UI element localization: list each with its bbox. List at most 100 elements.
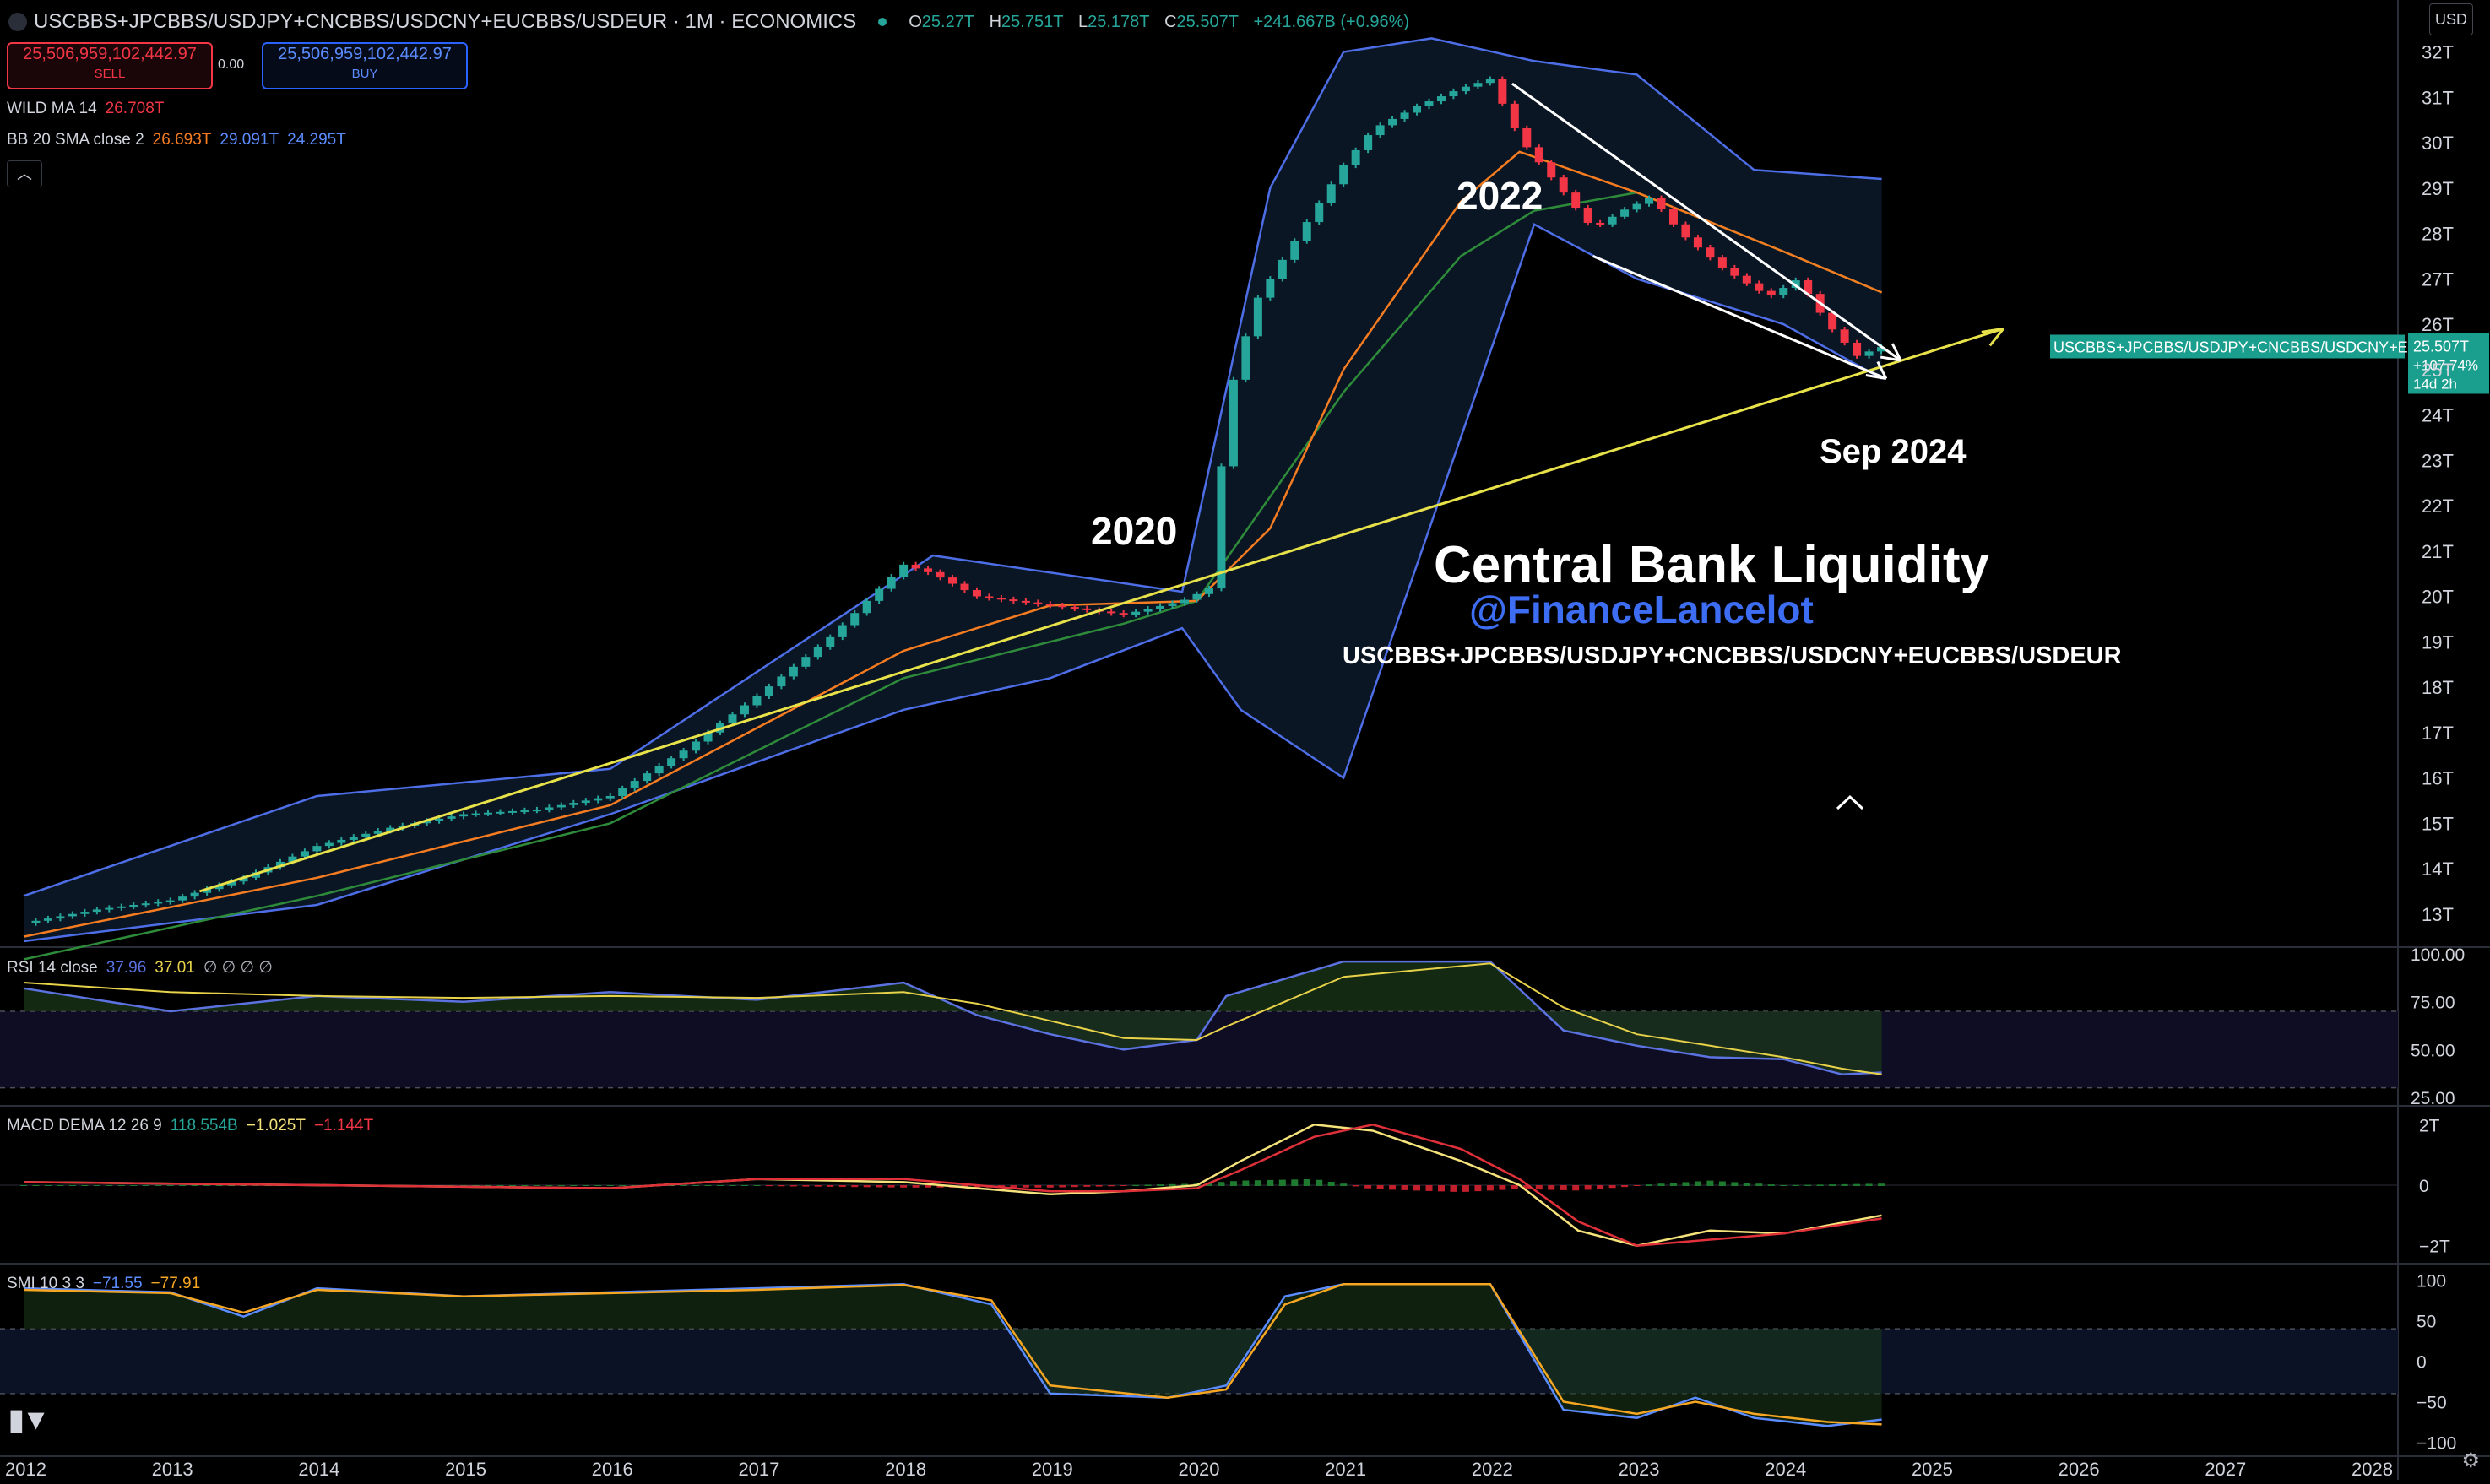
macd-histogram-bar — [166, 1185, 174, 1186]
macd-histogram-bar — [155, 1185, 162, 1186]
candle-body — [618, 788, 627, 796]
macd-histogram-bar — [1804, 1184, 1812, 1186]
macd-signal-line — [23, 1124, 1882, 1247]
price-tick-label: 21T — [2422, 541, 2454, 562]
candle-body — [777, 676, 786, 687]
candle-body — [68, 913, 77, 917]
macd-histogram-bar — [93, 1185, 100, 1186]
candle-body — [1717, 257, 1727, 268]
candle-body — [887, 577, 896, 589]
macd-histogram-bar — [32, 1185, 40, 1186]
macd-histogram-bar — [619, 1185, 627, 1186]
symbol-logo-icon — [8, 13, 27, 31]
settings-gear-icon[interactable]: ⚙ — [2461, 1449, 2480, 1472]
candle-body — [667, 758, 676, 766]
candle-body — [1779, 288, 1788, 295]
legend-smi[interactable]: SMI 10 3 3 −71.55 −77.91 — [7, 1275, 201, 1292]
candle-body — [1681, 224, 1690, 238]
candle-body — [936, 571, 945, 578]
candle-body — [361, 833, 371, 837]
candle-body — [1070, 607, 1079, 609]
macd-histogram-bar — [1584, 1185, 1592, 1190]
candle-body — [556, 804, 566, 808]
legend-macd[interactable]: MACD DEMA 12 26 9 118.554B −1.025T −1.144T — [7, 1117, 374, 1135]
macd-histogram-bar — [1511, 1185, 1518, 1189]
candle-body — [1302, 222, 1311, 241]
candle-body — [960, 583, 969, 591]
macd-histogram-bar — [765, 1185, 773, 1187]
annotation-2022: 2022 — [1457, 174, 1543, 218]
legend-wild-ma[interactable]: WILD MA 14 26.708T — [7, 100, 165, 117]
collapse-legend-button[interactable]: ︿ — [7, 160, 42, 187]
macd-histogram-bar — [496, 1185, 504, 1186]
candle-body — [1645, 198, 1654, 204]
macd-histogram-bar — [1034, 1185, 1042, 1188]
smi-pane[interactable] — [0, 1283, 2398, 1427]
candle-body — [1204, 588, 1213, 594]
candle-body — [1596, 222, 1605, 225]
change-readout: +241.667B (+0.96%) — [1253, 12, 1410, 31]
candle-body — [813, 647, 822, 658]
price-tick-label: 23T — [2422, 450, 2454, 471]
macd-histogram-bar — [1841, 1183, 1848, 1186]
macd-histogram-bar — [1755, 1183, 1763, 1186]
candle-body — [1229, 379, 1238, 467]
macd-histogram-bar — [717, 1185, 724, 1186]
legend-rsi[interactable]: RSI 14 close 37.96 37.01 ∅ ∅ ∅ ∅ — [7, 959, 273, 977]
macd-histogram-bar — [1865, 1183, 1873, 1186]
candle-body — [1266, 279, 1275, 298]
macd-histogram-bar — [692, 1185, 700, 1186]
macd-histogram-bar — [1425, 1185, 1433, 1191]
candle-body — [1804, 280, 1813, 295]
candle-body — [1107, 611, 1116, 614]
macd-histogram-bar — [203, 1185, 211, 1186]
candle-body — [1436, 96, 1446, 102]
macd-pane[interactable] — [0, 1124, 2398, 1247]
symbol-title[interactable]: USCBBS+JPCBBS/USDJPY+CNCBBS/USDCNY+EUCBB… — [34, 10, 857, 33]
candle-body — [1326, 184, 1336, 203]
macd-histogram-bar — [1853, 1183, 1861, 1186]
macd-histogram-bar — [1743, 1183, 1750, 1186]
annotation-2020: 2020 — [1091, 509, 1177, 553]
macd-histogram-bar — [1816, 1184, 1824, 1186]
macd-histogram-bar — [606, 1185, 614, 1186]
currency-selector[interactable]: USD — [2429, 3, 2473, 35]
price-tick-label: 25T — [2422, 360, 2454, 381]
candle-body — [643, 773, 652, 782]
macd-histogram-bar — [863, 1185, 871, 1188]
tradingview-logo-icon: ▮▼ — [8, 1404, 50, 1436]
macd-histogram-bar — [1144, 1184, 1152, 1186]
candle-body — [1742, 275, 1751, 284]
sell-button[interactable]: 25,506,959,102,442.97 SELL — [7, 42, 213, 89]
candle-body — [996, 598, 1006, 600]
macd-histogram-bar — [1095, 1185, 1103, 1187]
macd-histogram-bar — [1829, 1184, 1836, 1186]
price-tick-label: 31T — [2422, 87, 2454, 108]
buy-button[interactable]: 25,506,959,102,442.97 BUY — [262, 42, 468, 89]
macd-histogram-bar — [1327, 1181, 1335, 1186]
candle-body — [239, 877, 248, 882]
candle-body — [43, 918, 52, 921]
price-pane[interactable]: USCBBS+JPCBBS/USDJPY+CNCBBS/USDCNY+EU...… — [23, 37, 2489, 961]
macd-histogram-bar — [936, 1185, 944, 1188]
macd-histogram-bar — [1767, 1184, 1775, 1186]
macd-histogram-bar — [1486, 1185, 1494, 1191]
support-trendline — [198, 327, 2004, 893]
candle-body — [1119, 613, 1128, 615]
macd-histogram-bar — [1657, 1183, 1665, 1186]
candle-body — [1498, 79, 1507, 104]
macd-histogram-bar — [925, 1185, 932, 1188]
macd-histogram-bar — [1267, 1179, 1274, 1186]
macd-histogram-bar — [631, 1185, 638, 1186]
rsi-pane[interactable] — [0, 960, 2398, 1089]
time-tick-label: 2027 — [2205, 1459, 2246, 1480]
candle-body — [1339, 165, 1348, 185]
candle-body — [1608, 216, 1617, 225]
macd-histogram-bar — [533, 1185, 540, 1186]
legend-bollinger[interactable]: BB 20 SMA close 2 26.693T 29.091T 24.295T — [7, 131, 346, 149]
price-tick-label: 19T — [2422, 631, 2454, 653]
candle-body — [899, 564, 909, 577]
price-tick-label: 13T — [2422, 904, 2454, 925]
